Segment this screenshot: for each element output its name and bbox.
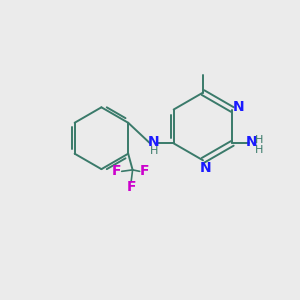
Text: F: F <box>140 164 150 178</box>
Text: H: H <box>255 135 264 146</box>
Text: H: H <box>149 146 158 156</box>
Text: N: N <box>148 135 160 148</box>
Text: N: N <box>200 161 212 175</box>
Text: F: F <box>112 164 121 178</box>
Text: N: N <box>233 100 244 114</box>
Text: H: H <box>255 145 264 155</box>
Text: F: F <box>126 180 136 194</box>
Text: N: N <box>246 135 258 149</box>
